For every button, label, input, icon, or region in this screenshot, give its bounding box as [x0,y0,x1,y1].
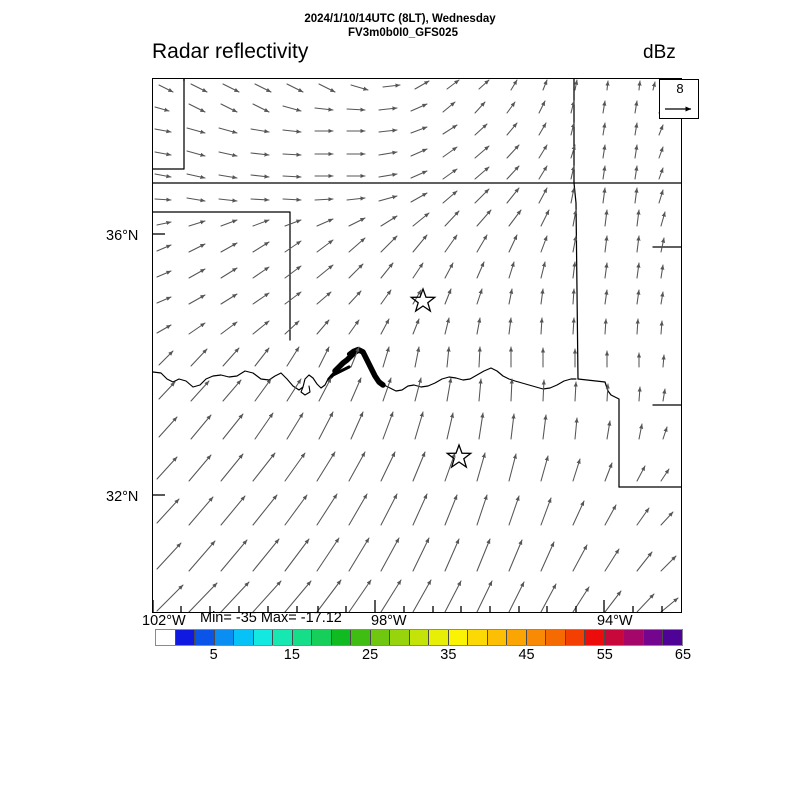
map-canvas [153,79,681,612]
colorbar-cell[interactable] [156,630,176,645]
axis-ticks [153,233,663,612]
colorbar-cell[interactable] [507,630,527,645]
state-borders [153,79,681,488]
colorbar-cell[interactable] [175,630,196,645]
timestamp-title: 2024/1/10/14UTC (8LT), Wednesday [304,13,496,25]
colorbar-cell[interactable] [390,630,410,645]
colorbar-cell[interactable] [468,630,488,645]
lon-label-98w: 98°W [371,613,407,629]
reference-vector-legend: 8 [659,79,699,119]
colorbar-cell[interactable] [546,630,566,645]
map-panel[interactable] [152,78,682,613]
model-run-title: FV3m0b0I0_GFS025 [348,27,458,39]
colorbar-cell[interactable] [565,630,586,645]
wind-vector-field [154,79,679,612]
colorbar-cell[interactable] [663,630,682,645]
colorbar-tick-label: 25 [362,647,379,663]
colorbar-cell[interactable] [195,630,215,645]
colorbar-cell[interactable] [370,630,391,645]
reference-vector-value: 8 [676,81,684,96]
lat-label-36n: 36°N [106,228,139,244]
colorbar-cell[interactable] [526,630,547,645]
colorbar-tick-label: 55 [596,647,613,663]
colorbar-tick-label: 45 [518,647,535,663]
colorbar-cell[interactable] [643,630,664,645]
colorbar-legend[interactable]: 5 15 25 35 45 55 65 [155,629,691,663]
colorbar-tick-label: 5 [209,647,218,663]
colorbar-cell[interactable] [429,630,449,645]
colorbar-cell[interactable] [604,630,625,645]
colorbar-cell[interactable] [273,630,293,645]
colorbar-cell[interactable] [487,630,508,645]
colorbar-cell[interactable] [448,630,469,645]
chart-title-block: 2024/1/10/14UTC (8LT), Wednesday FV3m0b0… [0,12,800,40]
colorbar-cell[interactable] [409,630,430,645]
colorbar-cell[interactable] [253,630,274,645]
lon-label-94w: 94°W [597,613,633,629]
station-star-south-icon[interactable] [445,443,473,469]
colorbar-cell[interactable] [351,630,371,645]
lon-label-102w: 102°W [142,613,186,629]
colorbar-swatches[interactable] [155,629,683,646]
colorbar-tick-label: 35 [440,647,457,663]
lat-label-32n: 32°N [106,489,139,505]
colorbar-cell[interactable] [292,630,313,645]
colorbar-cell[interactable] [585,630,605,645]
colorbar-cell[interactable] [624,630,644,645]
red-river-border [153,346,577,396]
colorbar-cell[interactable] [214,630,235,645]
minmax-annotation: Min= -35 Max= -17.12 [200,610,342,626]
colorbar-tick-labels: 5 15 25 35 45 55 65 [155,647,691,667]
colorbar-tick-label: 15 [283,647,300,663]
station-star-north-icon[interactable] [409,287,437,313]
colorbar-cell[interactable] [331,630,352,645]
page-title: Radar reflectivity [152,40,309,63]
colorbar-cell[interactable] [312,630,332,645]
station-markers[interactable] [409,287,473,469]
colorbar-cell[interactable] [234,630,254,645]
right-arrow-icon [665,106,692,112]
colorbar-tick-label: 65 [674,647,692,663]
units-label: dBz [643,42,676,63]
